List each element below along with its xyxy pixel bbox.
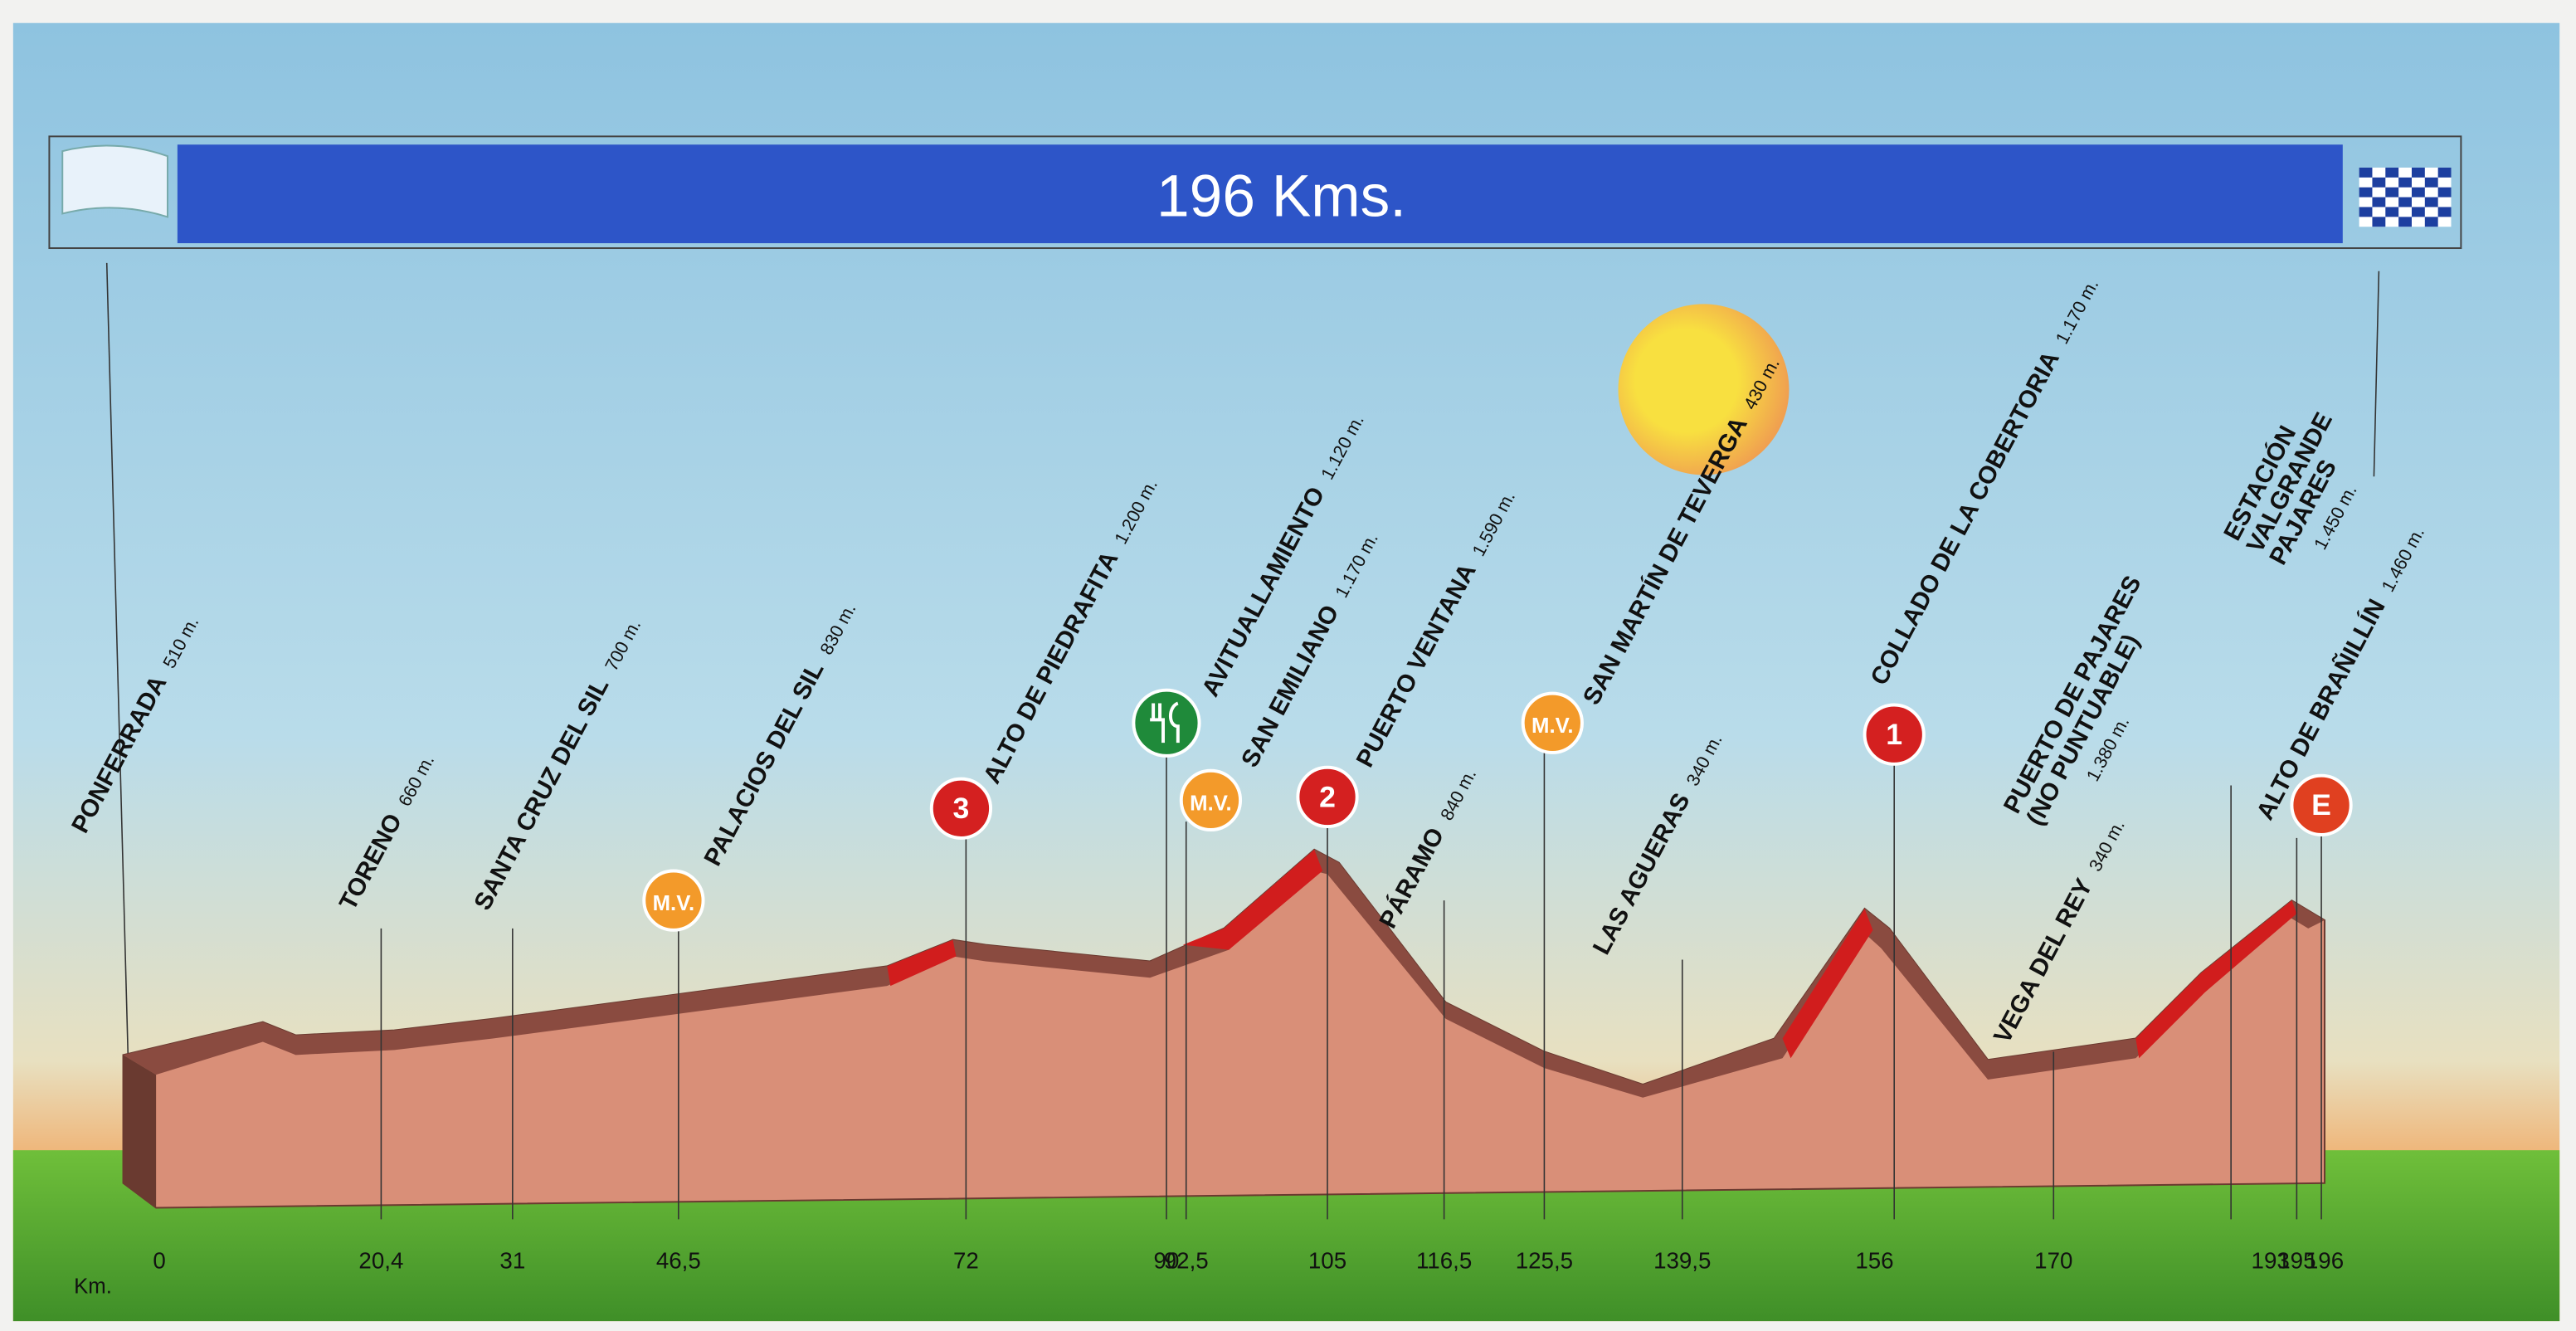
km-label: 125,5 [1516, 1248, 1573, 1274]
badge [1863, 703, 1926, 766]
km-label: 196 [2306, 1248, 2344, 1274]
km-label: 90 [1154, 1248, 1180, 1274]
km-label: 92,5 [1164, 1248, 1209, 1274]
km-label: 156 [1855, 1248, 1893, 1274]
km-label: 193 [2252, 1248, 2290, 1274]
badge [2290, 773, 2353, 836]
finish-guide [2373, 271, 2380, 477]
distance-title: 196 Kms. [1157, 163, 1406, 229]
badge-label: M.V. [653, 892, 695, 915]
km-label: 139,5 [1653, 1248, 1711, 1274]
axis-unit: Km. [74, 1275, 112, 1298]
km-label: 46,5 [656, 1248, 701, 1274]
climb-segments [887, 849, 2297, 1059]
feed-cutlery [1150, 701, 1180, 744]
start-guide [105, 262, 133, 1183]
km-label: 195 [2277, 1248, 2315, 1274]
banner-frame [48, 135, 2462, 250]
profile-side [123, 1055, 157, 1208]
feed-icon [1132, 688, 1201, 758]
badge [929, 777, 993, 840]
badge [1296, 765, 1359, 829]
km-label: 31 [499, 1248, 525, 1274]
finish-flag [2359, 167, 2452, 227]
badge-label: M.V. [1190, 792, 1232, 815]
km-label: 0 [153, 1248, 165, 1274]
badge-label: M.V. [1531, 714, 1574, 738]
banner [177, 144, 2343, 244]
badge [1179, 768, 1243, 832]
km-label: 20,4 [358, 1248, 403, 1274]
badge-label: E [2311, 788, 2331, 822]
badge [642, 869, 705, 932]
km-label: 170 [2034, 1248, 2072, 1274]
badge-label: 3 [953, 792, 970, 825]
badge [1521, 691, 1584, 754]
km-label: 116,5 [1416, 1248, 1472, 1274]
km-label: 72 [953, 1248, 979, 1274]
badge-label: 2 [1319, 780, 1336, 813]
sun [1618, 304, 1790, 475]
start-flag [61, 144, 168, 218]
badge-label: 1 [1886, 718, 1902, 751]
km-label: 105 [1308, 1248, 1346, 1274]
